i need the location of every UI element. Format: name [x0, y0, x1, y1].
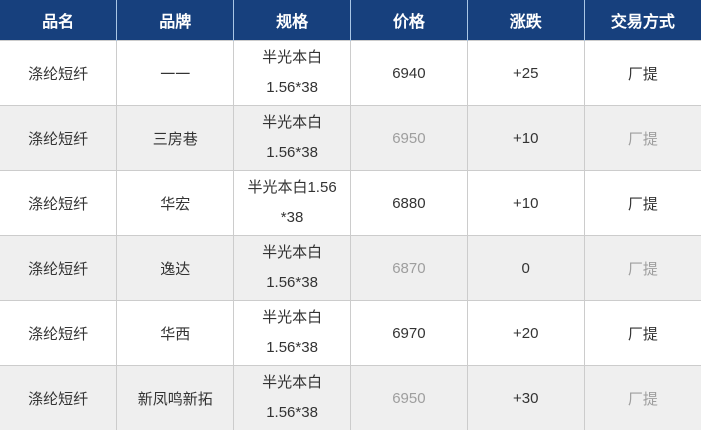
cell-trade: 厂提	[583, 40, 701, 106]
cell-change: +10	[466, 105, 585, 171]
cell-price: 6950	[349, 105, 468, 171]
cell-brand: 三房巷	[116, 105, 234, 171]
cell-price: 6970	[349, 300, 468, 366]
cell-price: 6940	[349, 40, 468, 106]
cell-brand: 新凤鸣新拓	[116, 365, 234, 430]
column-header-price: 价格	[349, 0, 468, 41]
cell-trade: 厂提	[583, 365, 701, 430]
cell-brand: 华宏	[116, 170, 234, 236]
cell-change: +10	[466, 170, 585, 236]
table-row: 涤纶短纤 三房巷 半光本白 1.56*38 6950 +10 厂提	[0, 105, 701, 171]
cell-price: 6870	[349, 235, 468, 301]
cell-spec: 半光本白1.56 *38	[233, 170, 351, 236]
cell-product-name: 涤纶短纤	[0, 40, 117, 106]
cell-change: 0	[466, 235, 585, 301]
cell-trade: 厂提	[583, 170, 701, 236]
table-row: 涤纶短纤 一一 半光本白 1.56*38 6940 +25 厂提	[0, 40, 701, 106]
cell-spec: 半光本白 1.56*38	[233, 40, 351, 106]
cell-trade: 厂提	[583, 105, 701, 171]
cell-spec: 半光本白 1.56*38	[233, 105, 351, 171]
cell-spec: 半光本白 1.56*38	[233, 365, 351, 430]
column-header-spec: 规格	[233, 0, 351, 41]
cell-change: +20	[466, 300, 585, 366]
column-header-name: 品名	[0, 0, 117, 41]
cell-brand: 逸达	[116, 235, 234, 301]
cell-trade: 厂提	[583, 300, 701, 366]
cell-change: +25	[466, 40, 585, 106]
cell-product-name: 涤纶短纤	[0, 235, 117, 301]
cell-change: +30	[466, 365, 585, 430]
column-header-brand: 品牌	[116, 0, 234, 41]
table-row: 涤纶短纤 华宏 半光本白1.56 *38 6880 +10 厂提	[0, 170, 701, 236]
cell-product-name: 涤纶短纤	[0, 170, 117, 236]
column-header-change: 涨跌	[466, 0, 585, 41]
cell-spec: 半光本白 1.56*38	[233, 300, 351, 366]
column-header-trade: 交易方式	[583, 0, 701, 41]
header-row: 品名 品牌 规格 价格 涨跌 交易方式	[0, 0, 701, 41]
cell-product-name: 涤纶短纤	[0, 300, 117, 366]
cell-brand: 华西	[116, 300, 234, 366]
cell-trade: 厂提	[583, 235, 701, 301]
table-body: 涤纶短纤 一一 半光本白 1.56*38 6940 +25 厂提 涤纶短纤 三房…	[0, 40, 701, 430]
cell-price: 6880	[349, 170, 468, 236]
table-row: 涤纶短纤 逸达 半光本白 1.56*38 6870 0 厂提	[0, 235, 701, 301]
cell-price: 6950	[349, 365, 468, 430]
cell-brand: 一一	[116, 40, 234, 106]
table-header: 品名 品牌 规格 价格 涨跌 交易方式	[0, 0, 701, 41]
cell-spec: 半光本白 1.56*38	[233, 235, 351, 301]
cell-product-name: 涤纶短纤	[0, 105, 117, 171]
table-row: 涤纶短纤 华西 半光本白 1.56*38 6970 +20 厂提	[0, 300, 701, 366]
table-row: 涤纶短纤 新凤鸣新拓 半光本白 1.56*38 6950 +30 厂提	[0, 365, 701, 430]
cell-product-name: 涤纶短纤	[0, 365, 117, 430]
